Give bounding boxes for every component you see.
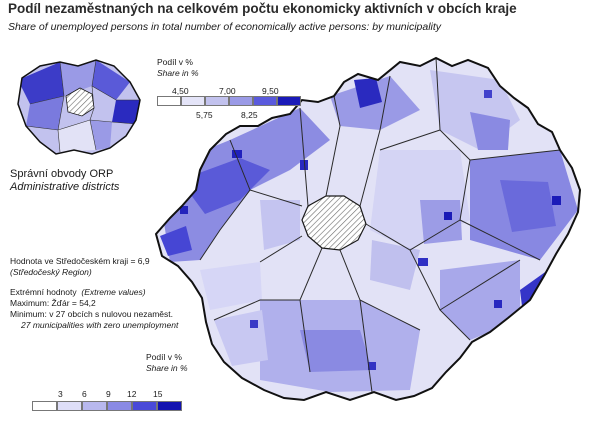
legend-swatch [181,96,205,106]
districts-inset-map [18,60,140,154]
districts-legend-heading: Podíl v % [157,57,193,67]
legend-swatch [205,96,229,106]
districts-legend-label: 4,50 [172,86,189,96]
municipal-legend-heading: Podíl v % [146,352,182,362]
map-subtitle: Share of unemployed persons in total num… [8,21,442,33]
districts-legend-heading-en: Share in % [157,68,199,78]
municipal-swatch [32,401,57,411]
municipal-legend-label: 12 [127,389,137,399]
map-title: Podíl nezaměstnaných na celkovém počtu e… [8,1,517,16]
districts-legend-label: 5,75 [196,110,213,120]
orp-caption: Správní obvody ORP Administrative distri… [10,168,119,194]
districts-legend-swatches [157,96,301,106]
municipal-swatch [82,401,107,411]
municipal-legend-label: 9 [106,389,111,399]
municipal-legend-label: 6 [82,389,87,399]
legend-swatch [253,96,277,106]
legend-swatch [229,96,253,106]
maximum-value: Maximum: Žďár = 54,2 [10,298,96,308]
orp-caption-en: Administrative districts [10,181,120,193]
districts-legend-label: 7,00 [219,86,236,96]
minimum-value-en: 27 municipalities with zero unemployment [21,320,179,330]
municipal-legend-label: 15 [153,389,163,399]
municipal-swatch [157,401,182,411]
region-value-en: (Středočeský Region) [10,267,92,277]
inset-border [17,59,141,155]
municipal-swatch [57,401,82,411]
municipal-legend-swatches [32,401,182,411]
legend-swatch [277,96,301,106]
minimum-value: Minimum: v 27 obcích s nulovou nezaměst. [10,309,173,319]
region-border [154,56,582,402]
orp-caption-cz: Správní obvody ORP [10,168,114,180]
districts-legend-label: 8,25 [241,110,258,120]
legend-swatch [157,96,181,106]
districts-legend-label: 9,50 [262,86,279,96]
municipal-legend-label: 3 [58,389,63,399]
extremes-heading: Extrémní hodnoty (Extreme values) [10,287,146,297]
municipal-swatch [132,401,157,411]
municipal-legend-heading-en: Share in % [146,363,188,373]
region-value: Hodnota ve Středočeském kraji = 6,9 [10,256,150,266]
municipal-swatch [107,401,132,411]
